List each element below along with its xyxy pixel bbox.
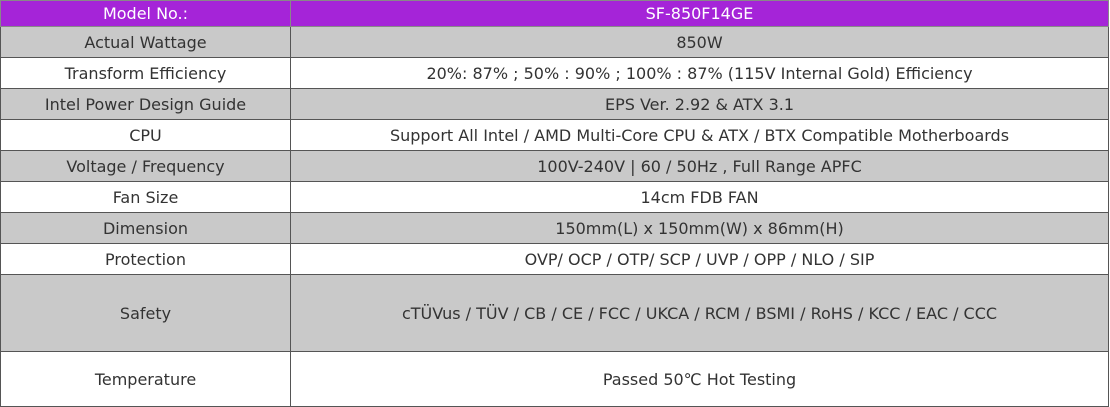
value-cell: Support All Intel / AMD Multi-Core CPU &… bbox=[290, 119, 1109, 151]
label-cell: Actual Wattage bbox=[0, 26, 291, 58]
value-cell: 100V-240V | 60 / 50Hz , Full Range APFC bbox=[290, 150, 1109, 182]
label-cell: Dimension bbox=[0, 212, 291, 244]
table-row: Intel Power Design Guide EPS Ver. 2.92 & … bbox=[0, 88, 1109, 120]
value-cell: cTÜVus / TÜV / CB / CE / FCC / UKCA / RC… bbox=[290, 274, 1109, 352]
label-cell: Protection bbox=[0, 243, 291, 275]
label-cell: Transform Efficiency bbox=[0, 57, 291, 89]
label-cell: Intel Power Design Guide bbox=[0, 88, 291, 120]
table-row: Dimension 150mm(L) x 150mm(W) x 86mm(H) bbox=[0, 212, 1109, 244]
table-row: Safety cTÜVus / TÜV / CB / CE / FCC / UKC… bbox=[0, 274, 1109, 352]
value-cell: SF-850F14GE bbox=[290, 0, 1109, 27]
label-cell: Voltage / Frequency bbox=[0, 150, 291, 182]
table-row: Temperature Passed 50℃ Hot Testing bbox=[0, 351, 1109, 407]
table-row: Protection OVP/ OCP / OTP/ SCP / UVP / OP… bbox=[0, 243, 1109, 275]
value-cell: 14cm FDB FAN bbox=[290, 181, 1109, 213]
table-row: Model No.: SF-850F14GE bbox=[0, 0, 1109, 27]
table-row: Transform Efficiency 20%: 87% ; 50% : 90%… bbox=[0, 57, 1109, 89]
value-cell: EPS Ver. 2.92 & ATX 3.1 bbox=[290, 88, 1109, 120]
label-cell: Model No.: bbox=[0, 0, 291, 27]
value-cell: 850W bbox=[290, 26, 1109, 58]
table-row: CPU Support All Intel / AMD Multi-Core CP… bbox=[0, 119, 1109, 151]
value-cell: 150mm(L) x 150mm(W) x 86mm(H) bbox=[290, 212, 1109, 244]
label-cell: Safety bbox=[0, 274, 291, 352]
table-row: Fan Size 14cm FDB FAN bbox=[0, 181, 1109, 213]
label-cell: CPU bbox=[0, 119, 291, 151]
table-row: Actual Wattage 850W bbox=[0, 26, 1109, 58]
label-cell: Fan Size bbox=[0, 181, 291, 213]
value-cell: Passed 50℃ Hot Testing bbox=[290, 351, 1109, 407]
table-row: Voltage / Frequency 100V-240V | 60 / 50Hz… bbox=[0, 150, 1109, 182]
value-cell: 20%: 87% ; 50% : 90% ; 100% : 87% (115V … bbox=[290, 57, 1109, 89]
label-cell: Temperature bbox=[0, 351, 291, 407]
value-cell: OVP/ OCP / OTP/ SCP / UVP / OPP / NLO / … bbox=[290, 243, 1109, 275]
